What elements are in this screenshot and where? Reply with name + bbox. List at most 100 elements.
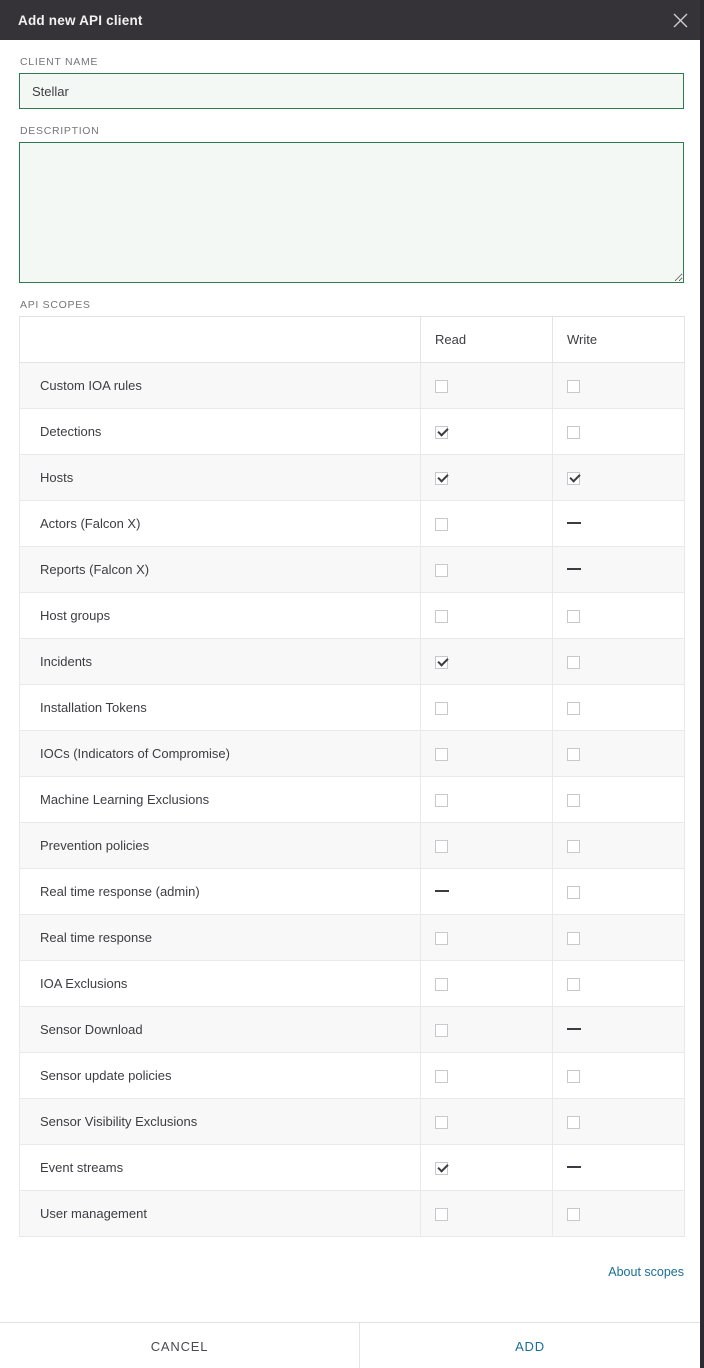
table-row: Sensor Visibility Exclusions — [19, 1098, 685, 1145]
read-cell — [420, 868, 553, 915]
read-checkbox[interactable] — [435, 702, 448, 716]
read-cell — [420, 1006, 553, 1053]
write-cell — [552, 500, 685, 547]
table-row: Detections — [19, 408, 685, 455]
cancel-button[interactable]: CANCEL — [0, 1323, 360, 1368]
client-name-input[interactable] — [19, 73, 684, 109]
write-checkbox[interactable] — [567, 794, 580, 808]
read-cell — [420, 914, 553, 961]
write-cell — [552, 868, 685, 915]
table-header-row: Read Write — [19, 316, 685, 363]
about-scopes-row: About scopes — [19, 1263, 684, 1283]
write-checkbox[interactable] — [567, 610, 580, 624]
read-cell — [420, 592, 553, 639]
write-checkbox[interactable] — [567, 656, 580, 670]
read-checkbox[interactable] — [435, 518, 448, 532]
read-checkbox[interactable] — [435, 656, 448, 670]
read-checkbox[interactable] — [435, 794, 448, 808]
write-dash — [567, 522, 581, 525]
read-checkbox[interactable] — [435, 1162, 448, 1176]
read-checkbox[interactable] — [435, 1070, 448, 1084]
table-row: User management — [19, 1190, 685, 1237]
write-cell — [552, 408, 685, 455]
table-row: Reports (Falcon X) — [19, 546, 685, 593]
write-cell — [552, 776, 685, 823]
read-checkbox[interactable] — [435, 426, 448, 440]
scope-name: Prevention policies — [19, 822, 421, 869]
write-cell — [552, 1190, 685, 1237]
write-checkbox[interactable] — [567, 702, 580, 716]
column-header-scope — [19, 316, 421, 363]
read-checkbox[interactable] — [435, 1116, 448, 1130]
read-cell — [420, 684, 553, 731]
write-cell — [552, 1144, 685, 1191]
write-checkbox[interactable] — [567, 426, 580, 440]
read-checkbox[interactable] — [435, 840, 448, 854]
read-checkbox[interactable] — [435, 472, 448, 486]
write-checkbox[interactable] — [567, 1070, 580, 1084]
read-cell — [420, 1052, 553, 1099]
read-cell — [420, 1190, 553, 1237]
read-checkbox[interactable] — [435, 748, 448, 762]
api-scopes-label: API SCOPES — [20, 299, 91, 311]
write-checkbox[interactable] — [567, 1208, 580, 1222]
scope-name: Hosts — [19, 454, 421, 501]
read-checkbox[interactable] — [435, 932, 448, 946]
read-checkbox[interactable] — [435, 1208, 448, 1222]
write-cell — [552, 638, 685, 685]
scope-name: Real time response — [19, 914, 421, 961]
scope-name: Actors (Falcon X) — [19, 500, 421, 547]
scope-name: Machine Learning Exclusions — [19, 776, 421, 823]
read-cell — [420, 638, 553, 685]
read-checkbox[interactable] — [435, 564, 448, 578]
scope-name: Reports (Falcon X) — [19, 546, 421, 593]
table-row: Host groups — [19, 592, 685, 639]
read-dash — [435, 890, 449, 893]
write-checkbox[interactable] — [567, 886, 580, 900]
scope-name: Sensor update policies — [19, 1052, 421, 1099]
write-checkbox[interactable] — [567, 472, 580, 486]
column-header-read: Read — [420, 316, 553, 363]
scope-name: Event streams — [19, 1144, 421, 1191]
scope-name: Real time response (admin) — [19, 868, 421, 915]
dialog-title: Add new API client — [18, 12, 143, 28]
write-cell — [552, 592, 685, 639]
write-checkbox[interactable] — [567, 840, 580, 854]
write-cell — [552, 822, 685, 869]
write-dash — [567, 1028, 581, 1031]
description-textarea[interactable] — [19, 142, 684, 283]
read-cell — [420, 1098, 553, 1145]
scope-name: Detections — [19, 408, 421, 455]
write-dash — [567, 1166, 581, 1169]
scope-name: Host groups — [19, 592, 421, 639]
read-cell — [420, 960, 553, 1007]
write-checkbox[interactable] — [567, 1116, 580, 1130]
add-button[interactable]: ADD — [360, 1323, 700, 1368]
close-icon[interactable] — [664, 0, 696, 40]
write-cell — [552, 960, 685, 1007]
read-cell — [420, 730, 553, 777]
write-checkbox[interactable] — [567, 380, 580, 394]
write-cell — [552, 454, 685, 501]
scope-name: Sensor Visibility Exclusions — [19, 1098, 421, 1145]
write-checkbox[interactable] — [567, 932, 580, 946]
table-row: Incidents — [19, 638, 685, 685]
read-checkbox[interactable] — [435, 1024, 448, 1038]
write-cell — [552, 1052, 685, 1099]
table-row: Real time response — [19, 914, 685, 961]
table-row: Machine Learning Exclusions — [19, 776, 685, 823]
read-checkbox[interactable] — [435, 380, 448, 394]
table-row: Actors (Falcon X) — [19, 500, 685, 547]
write-cell — [552, 730, 685, 777]
read-cell — [420, 454, 553, 501]
scope-name: Installation Tokens — [19, 684, 421, 731]
write-dash — [567, 568, 581, 571]
read-checkbox[interactable] — [435, 610, 448, 624]
write-checkbox[interactable] — [567, 978, 580, 992]
about-scopes-link[interactable]: About scopes — [608, 1265, 684, 1279]
client-name-label: CLIENT NAME — [20, 56, 99, 68]
table-body: Custom IOA rules Detections Hosts Actors (F… — [19, 362, 685, 1237]
write-checkbox[interactable] — [567, 748, 580, 762]
read-checkbox[interactable] — [435, 978, 448, 992]
write-cell — [552, 362, 685, 409]
